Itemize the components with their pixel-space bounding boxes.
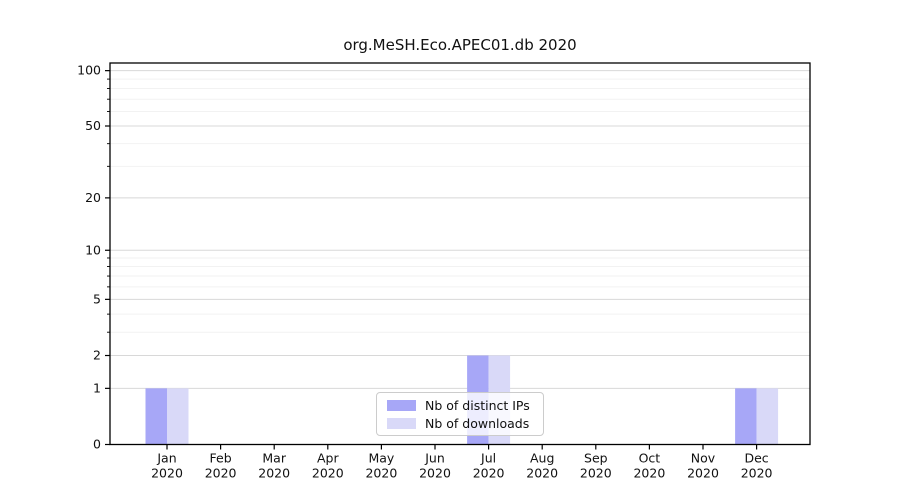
- x-tick-label-month-jan: Jan: [156, 451, 176, 466]
- legend-entry-distinct-ips: Nb of distinct IPs: [387, 398, 533, 413]
- x-tick-label-month-mar: Mar: [262, 451, 286, 466]
- x-tick-label-year-mar: 2020: [258, 466, 290, 481]
- x-tick-label-year-dec: 2020: [741, 466, 773, 481]
- legend-swatch-downloads: [387, 417, 416, 429]
- x-tick-label-year-jan: 2020: [151, 466, 183, 481]
- y-tick-label-2: 2: [93, 348, 101, 363]
- x-tick-label-month-jun: Jun: [424, 451, 445, 466]
- y-tick-label-10: 10: [85, 242, 101, 257]
- y-tick-label-5: 5: [93, 291, 101, 306]
- y-tick-label-100: 100: [77, 63, 101, 78]
- x-tick-label-month-may: May: [368, 451, 394, 466]
- gridlines-minor: [110, 78, 810, 333]
- x-tick-label-year-jul: 2020: [473, 466, 505, 481]
- y-tick-label-0: 0: [93, 437, 101, 452]
- legend: Nb of distinct IPs Nb of downloads: [376, 392, 544, 436]
- x-tick-label-year-may: 2020: [365, 466, 397, 481]
- gridlines-major: [110, 70, 810, 389]
- bar-jan-series1: [167, 388, 189, 445]
- x-tick-label-year-aug: 2020: [526, 466, 558, 481]
- chart-title: org.MeSH.Eco.APEC01.db 2020: [343, 36, 577, 54]
- x-axis: Jan2020Feb2020Mar2020Apr2020May2020Jun20…: [151, 444, 773, 481]
- x-tick-label-month-feb: Feb: [210, 451, 232, 466]
- y-tick-label-50: 50: [85, 118, 101, 133]
- axis-frame: [109, 62, 811, 446]
- y-axis: 0 1 2 5 10 20 50 100: [77, 63, 110, 452]
- x-tick-label-year-oct: 2020: [633, 466, 665, 481]
- x-tick-label-month-jul: Jul: [480, 451, 496, 466]
- x-tick-label-month-apr: Apr: [317, 451, 339, 466]
- legend-swatch-distinct-ips: [387, 399, 416, 411]
- legend-entry-downloads: Nb of downloads: [387, 416, 533, 431]
- x-tick-label-month-oct: Oct: [639, 451, 661, 466]
- y-tick-label-1: 1: [93, 380, 101, 395]
- bar-jan-series0: [145, 388, 167, 445]
- x-tick-label-month-dec: Dec: [744, 451, 768, 466]
- x-tick-label-year-sep: 2020: [580, 466, 612, 481]
- x-tick-label-year-nov: 2020: [687, 466, 719, 481]
- x-tick-label-month-aug: Aug: [530, 451, 554, 466]
- x-tick-label-year-apr: 2020: [312, 466, 344, 481]
- bar-dec-series1: [756, 388, 779, 445]
- y-tick-label-20: 20: [85, 190, 101, 205]
- legend-label-downloads: Nb of downloads: [425, 415, 530, 431]
- bar-dec-series0: [735, 388, 757, 445]
- x-tick-label-year-jun: 2020: [419, 466, 451, 481]
- x-tick-label-month-nov: Nov: [691, 451, 716, 466]
- legend-label-distinct-ips: Nb of distinct IPs: [425, 397, 530, 413]
- x-tick-label-year-feb: 2020: [205, 466, 237, 481]
- x-tick-label-month-sep: Sep: [584, 451, 608, 466]
